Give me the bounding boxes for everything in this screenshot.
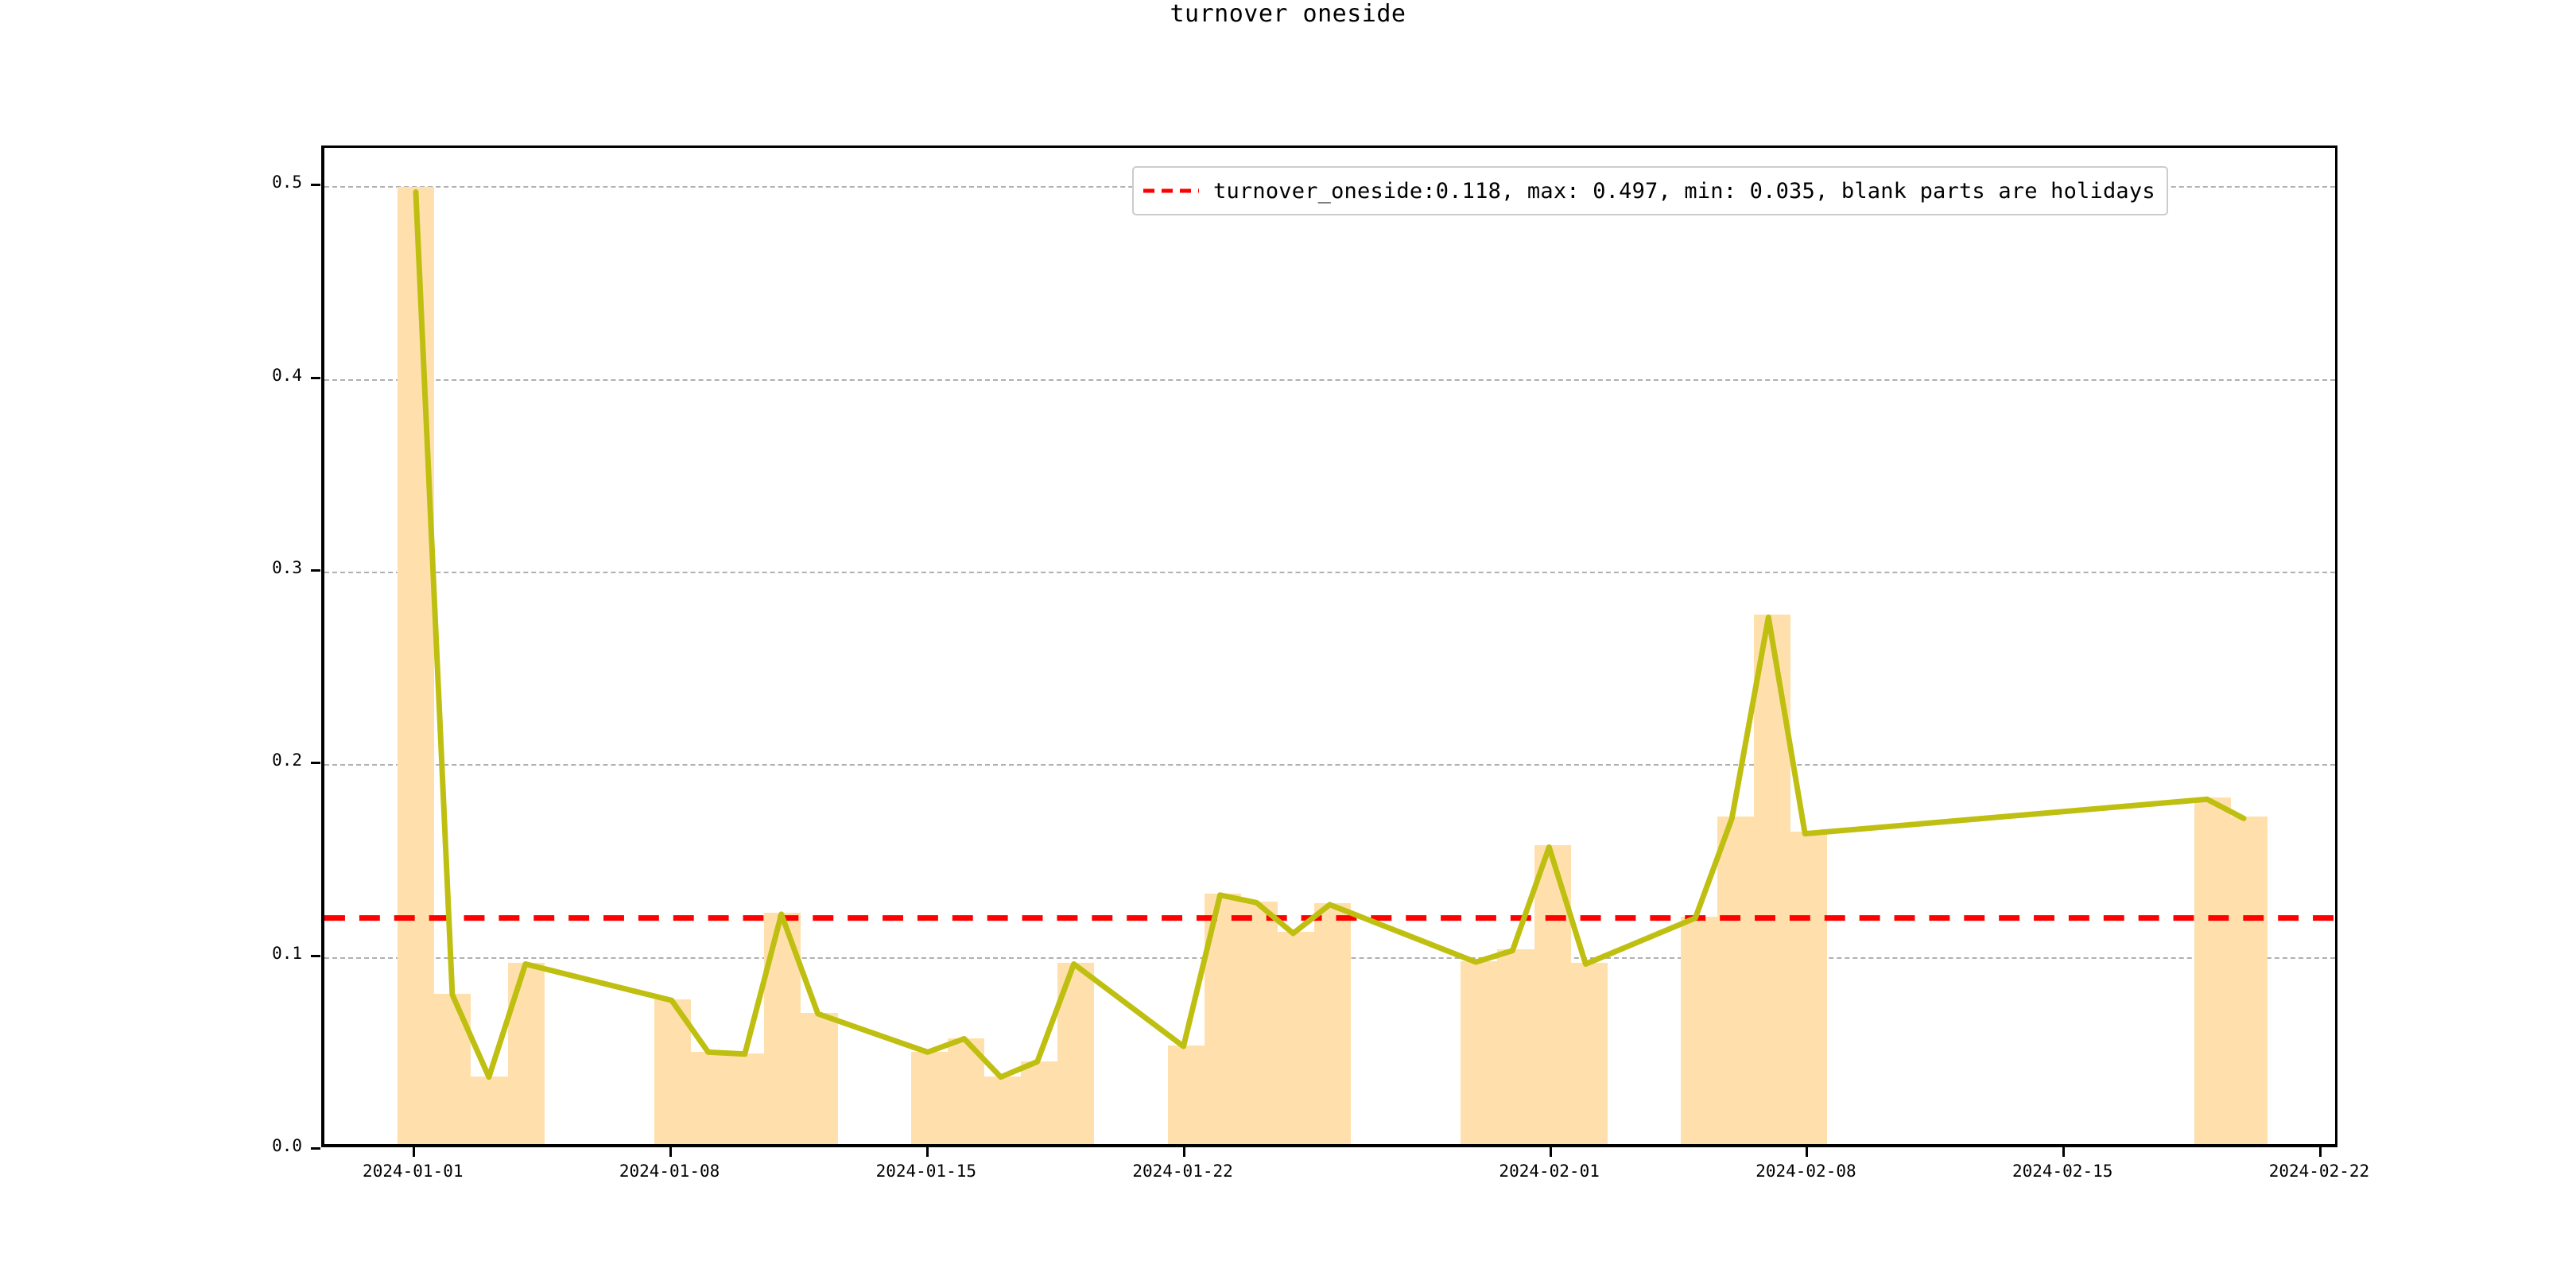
y-tick-label: 0.5 xyxy=(272,173,302,192)
x-tick-mark xyxy=(1182,1147,1185,1157)
x-tick-label: 2024-02-15 xyxy=(2012,1162,2113,1181)
bar xyxy=(983,1077,1022,1144)
y-tick-label: 0.4 xyxy=(272,365,302,385)
mean-line xyxy=(324,915,2335,921)
x-tick-label: 2024-02-01 xyxy=(1499,1162,1600,1181)
x-tick-mark xyxy=(1806,1147,1809,1157)
bar xyxy=(910,1051,948,1144)
plot-area xyxy=(321,145,2337,1147)
bar xyxy=(398,186,435,1144)
bar xyxy=(1570,963,1608,1144)
gridline xyxy=(324,378,2335,381)
y-tick-mark xyxy=(311,762,320,765)
y-tick-mark xyxy=(311,376,320,379)
bar xyxy=(2230,817,2268,1144)
bar xyxy=(1717,817,1755,1144)
x-tick-label: 2024-02-08 xyxy=(1755,1162,1856,1181)
x-tick-label: 2024-01-15 xyxy=(875,1162,977,1181)
page-title: turnover oneside xyxy=(1170,0,1406,28)
y-tick-mark xyxy=(311,1147,320,1150)
bar xyxy=(471,1077,508,1144)
bar xyxy=(1021,1061,1058,1144)
y-tick-mark xyxy=(311,954,320,957)
bar xyxy=(2194,797,2231,1144)
bar xyxy=(801,1013,838,1144)
x-tick-label: 2024-01-08 xyxy=(619,1162,720,1181)
x-tick-mark xyxy=(669,1147,673,1157)
gridline xyxy=(324,572,2335,574)
turnover-line xyxy=(413,188,2247,1080)
x-tick-label: 2024-01-22 xyxy=(1132,1162,1233,1181)
x-tick-mark xyxy=(925,1147,929,1157)
gridline xyxy=(324,764,2335,766)
x-tick-mark xyxy=(1549,1147,1552,1157)
bar xyxy=(1461,960,1498,1144)
y-tick-mark xyxy=(311,184,320,187)
line-series xyxy=(413,188,2247,1080)
bar xyxy=(1240,901,1278,1144)
bar xyxy=(1497,949,1534,1144)
y-tick-label: 0.2 xyxy=(272,751,302,770)
bar xyxy=(1167,1046,1205,1144)
x-tick-label: 2024-01-01 xyxy=(363,1162,464,1181)
bar xyxy=(1313,903,1352,1144)
y-tick-label: 0.3 xyxy=(272,558,302,578)
plot-inner xyxy=(324,148,2335,1144)
y-tick-label: 0.1 xyxy=(272,943,302,963)
y-tick-label: 0.0 xyxy=(272,1136,302,1155)
legend-marker-icon xyxy=(1143,188,1199,193)
x-tick-mark xyxy=(2062,1147,2066,1157)
bar xyxy=(727,1053,765,1144)
bar xyxy=(691,1051,728,1144)
legend-label: turnover_oneside:0.118, max: 0.497, min:… xyxy=(1213,178,2155,204)
bar xyxy=(1681,917,1718,1144)
x-tick-mark xyxy=(413,1147,416,1157)
y-tick-mark xyxy=(311,569,320,572)
legend: turnover_oneside:0.118, max: 0.497, min:… xyxy=(1132,166,2168,215)
bar xyxy=(1790,832,1828,1144)
bar xyxy=(1277,932,1314,1144)
x-tick-label: 2024-02-22 xyxy=(2268,1162,2370,1181)
x-tick-mark xyxy=(2318,1147,2322,1157)
